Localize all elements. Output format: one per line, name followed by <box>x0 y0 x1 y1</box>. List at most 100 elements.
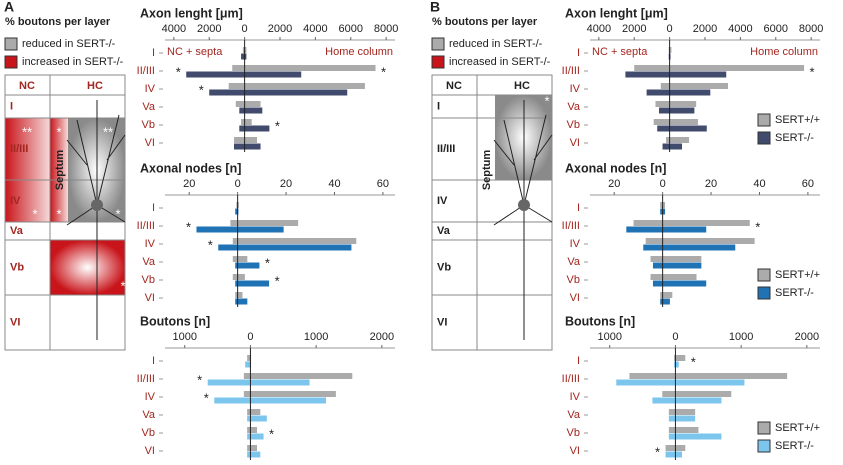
star: * <box>810 64 815 79</box>
x-tick-label: 0 <box>235 178 241 190</box>
category-label: Vb <box>567 427 580 439</box>
chart-title: Axonal nodes [n] <box>565 161 666 175</box>
chart-title: Axon lenght [μm] <box>140 6 243 20</box>
x-tick-label: 6000 <box>764 23 788 35</box>
bar-hc <box>250 397 326 404</box>
bar-nc <box>235 292 238 298</box>
x-tick-label: 4000 <box>728 23 752 35</box>
header-right: Home column <box>750 46 818 58</box>
category-label: Vb <box>567 274 580 286</box>
star: * <box>381 64 386 79</box>
header-left: NC + septa <box>592 46 648 58</box>
bar-hc <box>237 262 260 269</box>
legend-swatch <box>757 268 771 282</box>
layer-cell <box>5 118 50 180</box>
category-label: I <box>152 355 155 367</box>
category-label: II/III <box>562 220 580 232</box>
bar-nc <box>245 361 251 368</box>
bar-nc <box>626 226 663 233</box>
diagram-star: * <box>120 278 125 293</box>
bar-hc <box>662 238 755 244</box>
layer-label: VI <box>437 316 447 328</box>
legend-swatch <box>757 439 771 453</box>
chart-title: Boutons [n] <box>140 314 210 328</box>
bar-hc <box>244 47 247 53</box>
category-label: IV <box>145 83 156 95</box>
x-tick-label: 4000 <box>303 23 327 35</box>
bar-nc <box>659 107 670 114</box>
layer-label: I <box>437 100 440 112</box>
star: * <box>275 273 280 288</box>
legend-swatch <box>757 286 771 300</box>
x-tick-label: 1000 <box>597 331 621 343</box>
category-label: Va <box>142 256 156 268</box>
layer-label: VI <box>10 316 20 328</box>
bar-nc <box>650 256 663 262</box>
x-tick-label: 20 <box>183 178 195 190</box>
category-label: VI <box>570 445 580 457</box>
bar-nc <box>241 119 245 125</box>
category-label: I <box>577 47 580 59</box>
bar-hc <box>669 89 711 96</box>
bar-nc <box>660 292 663 298</box>
bar-hc <box>244 107 263 114</box>
bar-hc <box>237 244 352 251</box>
bar-hc <box>669 107 695 114</box>
layer-label: Va <box>437 225 451 237</box>
bar-hc <box>250 433 264 440</box>
layer-cell <box>50 118 68 222</box>
bar-hc <box>662 226 707 233</box>
x-tick-label: 2000 <box>268 23 292 35</box>
bar-nc <box>247 415 251 422</box>
bar-nc <box>218 244 238 251</box>
x-tick-label: 0 <box>660 178 666 190</box>
star: * <box>691 354 696 369</box>
category-label: Vb <box>567 119 580 131</box>
bar-nc <box>234 137 245 143</box>
bar-nc <box>665 445 676 451</box>
layer-label: II/III <box>437 143 455 155</box>
legend-label: SERT+/+ <box>775 269 820 281</box>
bar-hc <box>669 71 727 78</box>
bar-hc <box>675 445 686 451</box>
category-label: II/III <box>562 373 580 385</box>
x-tick-label: 0 <box>247 331 253 343</box>
layer-label: II/III <box>10 143 28 155</box>
bar-nc <box>247 427 251 433</box>
bar-hc <box>250 391 336 397</box>
bar-nc <box>235 262 238 269</box>
bar-hc <box>675 361 679 368</box>
x-tick-label: 0 <box>667 23 673 35</box>
x-tick-label: 60 <box>802 178 814 190</box>
category-label: IV <box>570 391 581 403</box>
bar-hc <box>244 71 302 78</box>
x-tick-label: 40 <box>328 178 340 190</box>
bar-nc <box>235 280 238 287</box>
layer-label: I <box>10 100 13 112</box>
legend-swatch <box>757 113 771 127</box>
category-label: Va <box>567 409 581 421</box>
category-label: Vb <box>142 119 155 131</box>
layer-label: IV <box>437 195 448 207</box>
diagram-title: % boutons per layer <box>432 16 538 28</box>
bar-hc <box>675 373 788 379</box>
bar-hc <box>237 256 248 262</box>
layer-label: Vb <box>437 261 451 273</box>
bar-hc <box>237 202 239 208</box>
neuron <box>493 100 553 340</box>
legend-label: reduced in SERT-/- <box>22 38 116 50</box>
bar-hc <box>244 125 270 132</box>
star: * <box>265 255 270 270</box>
category-label: IV <box>570 83 581 95</box>
column-label: NC <box>446 80 462 92</box>
bar-nc <box>232 274 238 280</box>
bar-nc <box>247 433 251 440</box>
bar-nc <box>660 202 663 208</box>
bar-nc <box>232 238 238 244</box>
category-label: Va <box>142 409 156 421</box>
diagram-star: * <box>56 206 61 221</box>
bar-hc <box>662 262 702 269</box>
bar-nc <box>674 355 676 361</box>
bar-nc <box>186 71 245 78</box>
